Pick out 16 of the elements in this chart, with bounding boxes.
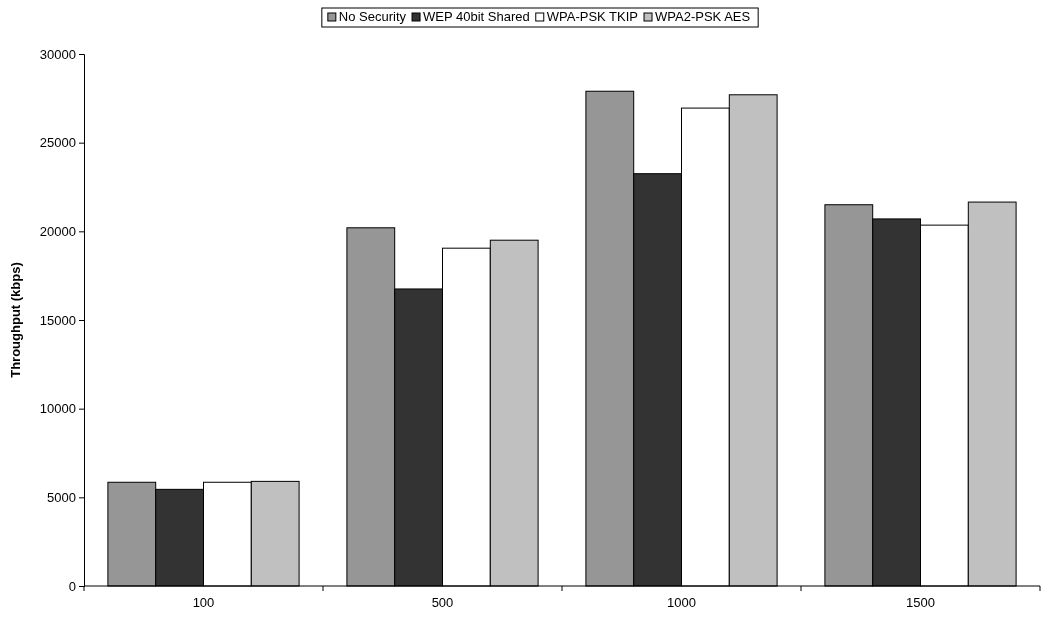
y-tick-label: 30000 xyxy=(39,46,76,62)
legend-label: No Security xyxy=(338,9,407,24)
y-tick-label: 5000 xyxy=(47,489,76,505)
x-tick-label: 1500 xyxy=(906,595,935,610)
legend-label: WPA-PSK TKIP xyxy=(546,9,639,24)
legend-label: WEP 40bit Shared xyxy=(423,9,530,24)
legend-label: WPA2-PSK AES xyxy=(655,9,751,24)
y-tick-label: 10000 xyxy=(39,401,76,417)
y-tick-label: 25000 xyxy=(39,135,76,151)
x-tick-label: 500 xyxy=(431,595,454,610)
y-axis-title: Throughput (kbps) xyxy=(8,262,23,378)
y-tick-label: 20000 xyxy=(39,223,76,239)
x-tick-label: 100 xyxy=(192,595,215,610)
y-tick-label: 0 xyxy=(68,578,76,594)
y-tick-label: 15000 xyxy=(39,312,76,328)
x-tick-label: 1000 xyxy=(667,595,696,610)
